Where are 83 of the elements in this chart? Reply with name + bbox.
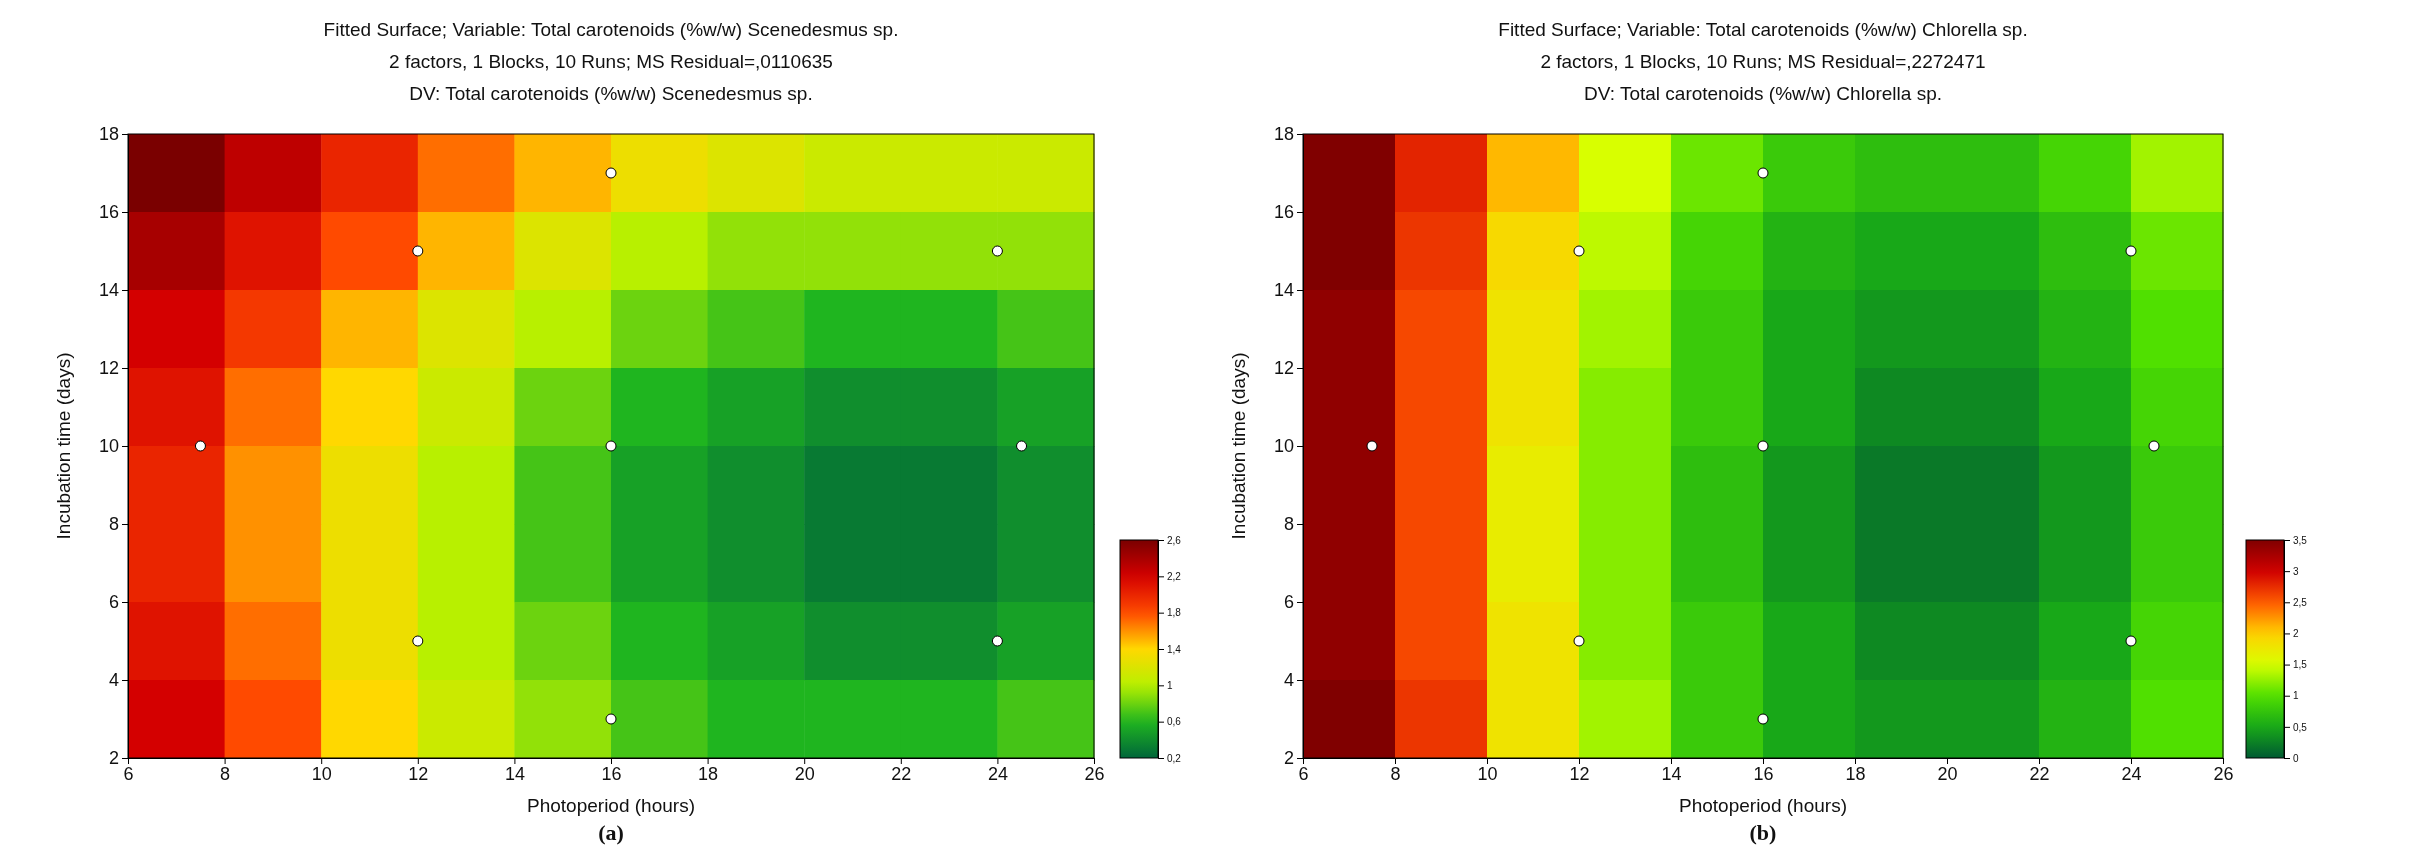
x-tick-label: 18 (698, 763, 719, 784)
y-tick-label: 18 (98, 124, 119, 145)
x-tick-label: 6 (1298, 763, 1309, 784)
color-bar-label: 0 (2293, 752, 2299, 764)
color-bar-label: 2,5 (2293, 596, 2308, 608)
x-tick-label: 26 (2213, 763, 2234, 784)
color-bar-label: 2 (2293, 628, 2299, 640)
x-tick-label: 10 (311, 763, 332, 784)
color-bar-label: 3 (2293, 565, 2299, 577)
point (1573, 635, 1585, 647)
y-tick-label: 16 (98, 202, 119, 223)
y-tick-label: 14 (1273, 280, 1294, 301)
y-tick-label: 8 (108, 514, 119, 535)
point (194, 440, 206, 452)
y-tick-label: 6 (108, 592, 119, 613)
y-tick-label: 14 (98, 280, 119, 301)
y-tick-label: 4 (1283, 670, 1294, 691)
y-axis-title: Incubation time (days) (53, 352, 74, 540)
x-tick-label: 14 (504, 763, 525, 784)
text: (b) (1749, 820, 1777, 845)
x-tick-label: 8 (220, 763, 231, 784)
point (2125, 245, 2137, 257)
point (412, 635, 424, 647)
x-tick-label: 20 (1937, 763, 1958, 784)
y-tick-label: 10 (1273, 436, 1294, 457)
x-tick-label: 8 (1390, 763, 1401, 784)
point (1366, 440, 1378, 452)
chart-subtitle: 2 factors, 1 Blocks, 10 Runs; MS Residual=,0110635 DV: Total carotenoids (%w/w) Scenedesmus sp. (389, 51, 833, 104)
x-tick-label: 18 (1845, 763, 1866, 784)
x-tick-label: 12 (1569, 763, 1590, 784)
y-tick-label: 18 (1273, 124, 1294, 145)
text: (a) (598, 820, 624, 845)
chart-subtitle: 2 factors, 1 Blocks, 10 Runs; MS Residual=,2272471 DV: Total carotenoids (%w/w) Chlorella sp. (1540, 51, 1986, 104)
color-bar-label: 1 (1167, 680, 1173, 692)
color-bar-label: 0,6 (1167, 716, 1182, 728)
y-tick-label: 10 (98, 436, 119, 457)
y-tick-label: 2 (1283, 748, 1294, 769)
x-tick-label: 22 (891, 763, 912, 784)
point (1016, 440, 1028, 452)
x-tick-label: 6 (123, 763, 134, 784)
x-tick-label: 20 (794, 763, 815, 784)
point (2148, 440, 2160, 452)
y-tick-label: 16 (1273, 202, 1294, 223)
point (991, 245, 1003, 257)
color-bar-label: 1,8 (1167, 607, 1182, 619)
point (605, 167, 617, 179)
chart-title: Fitted Surface; Variable: Total carotenoids (%w/w) Scenedesmus sp. (323, 19, 899, 40)
y-tick-label: 12 (1273, 358, 1294, 379)
x-tick-label: 16 (1753, 763, 1774, 784)
x-tick-label: 24 (987, 763, 1008, 784)
point (2125, 635, 2137, 647)
chart-title: Fitted Surface; Variable: Total carotenoids (%w/w) Chlorella sp. (1498, 19, 2028, 40)
color-bar-label: 2,2 (1167, 571, 1182, 583)
x-axis-title: Photoperiod (hours) (1679, 795, 1847, 816)
point (1757, 167, 1769, 179)
y-tick-label: 6 (1283, 592, 1294, 613)
point (605, 440, 617, 452)
point (1757, 713, 1769, 725)
x-axis-title: Photoperiod (hours) (527, 795, 695, 816)
x-tick-label: 26 (1084, 763, 1105, 784)
y-tick-label: 4 (108, 670, 119, 691)
color-bar-label: 1,4 (1167, 643, 1182, 655)
color-bar-label: 3,5 (2293, 534, 2308, 546)
point (1757, 440, 1769, 452)
color-bar-label: 1,5 (2293, 659, 2308, 671)
color-bar-label: 1 (2293, 690, 2299, 702)
x-tick-label: 24 (2121, 763, 2142, 784)
color-bar-label: 0,5 (2293, 721, 2308, 733)
y-tick-label: 2 (108, 748, 119, 769)
x-tick-label: 10 (1477, 763, 1498, 784)
x-tick-label: 12 (408, 763, 429, 784)
x-tick-label: 22 (2029, 763, 2050, 784)
color-bar-label: 2,6 (1167, 534, 1182, 546)
y-axis-title: Incubation time (days) (1228, 352, 1249, 540)
y-tick-label: 12 (98, 358, 119, 379)
point (991, 635, 1003, 647)
point (412, 245, 424, 257)
point (1573, 245, 1585, 257)
x-tick-label: 14 (1661, 763, 1682, 784)
color-bar-label: 0,2 (1167, 752, 1182, 764)
y-tick-label: 8 (1283, 514, 1294, 535)
point (605, 713, 617, 725)
x-tick-label: 16 (601, 763, 622, 784)
